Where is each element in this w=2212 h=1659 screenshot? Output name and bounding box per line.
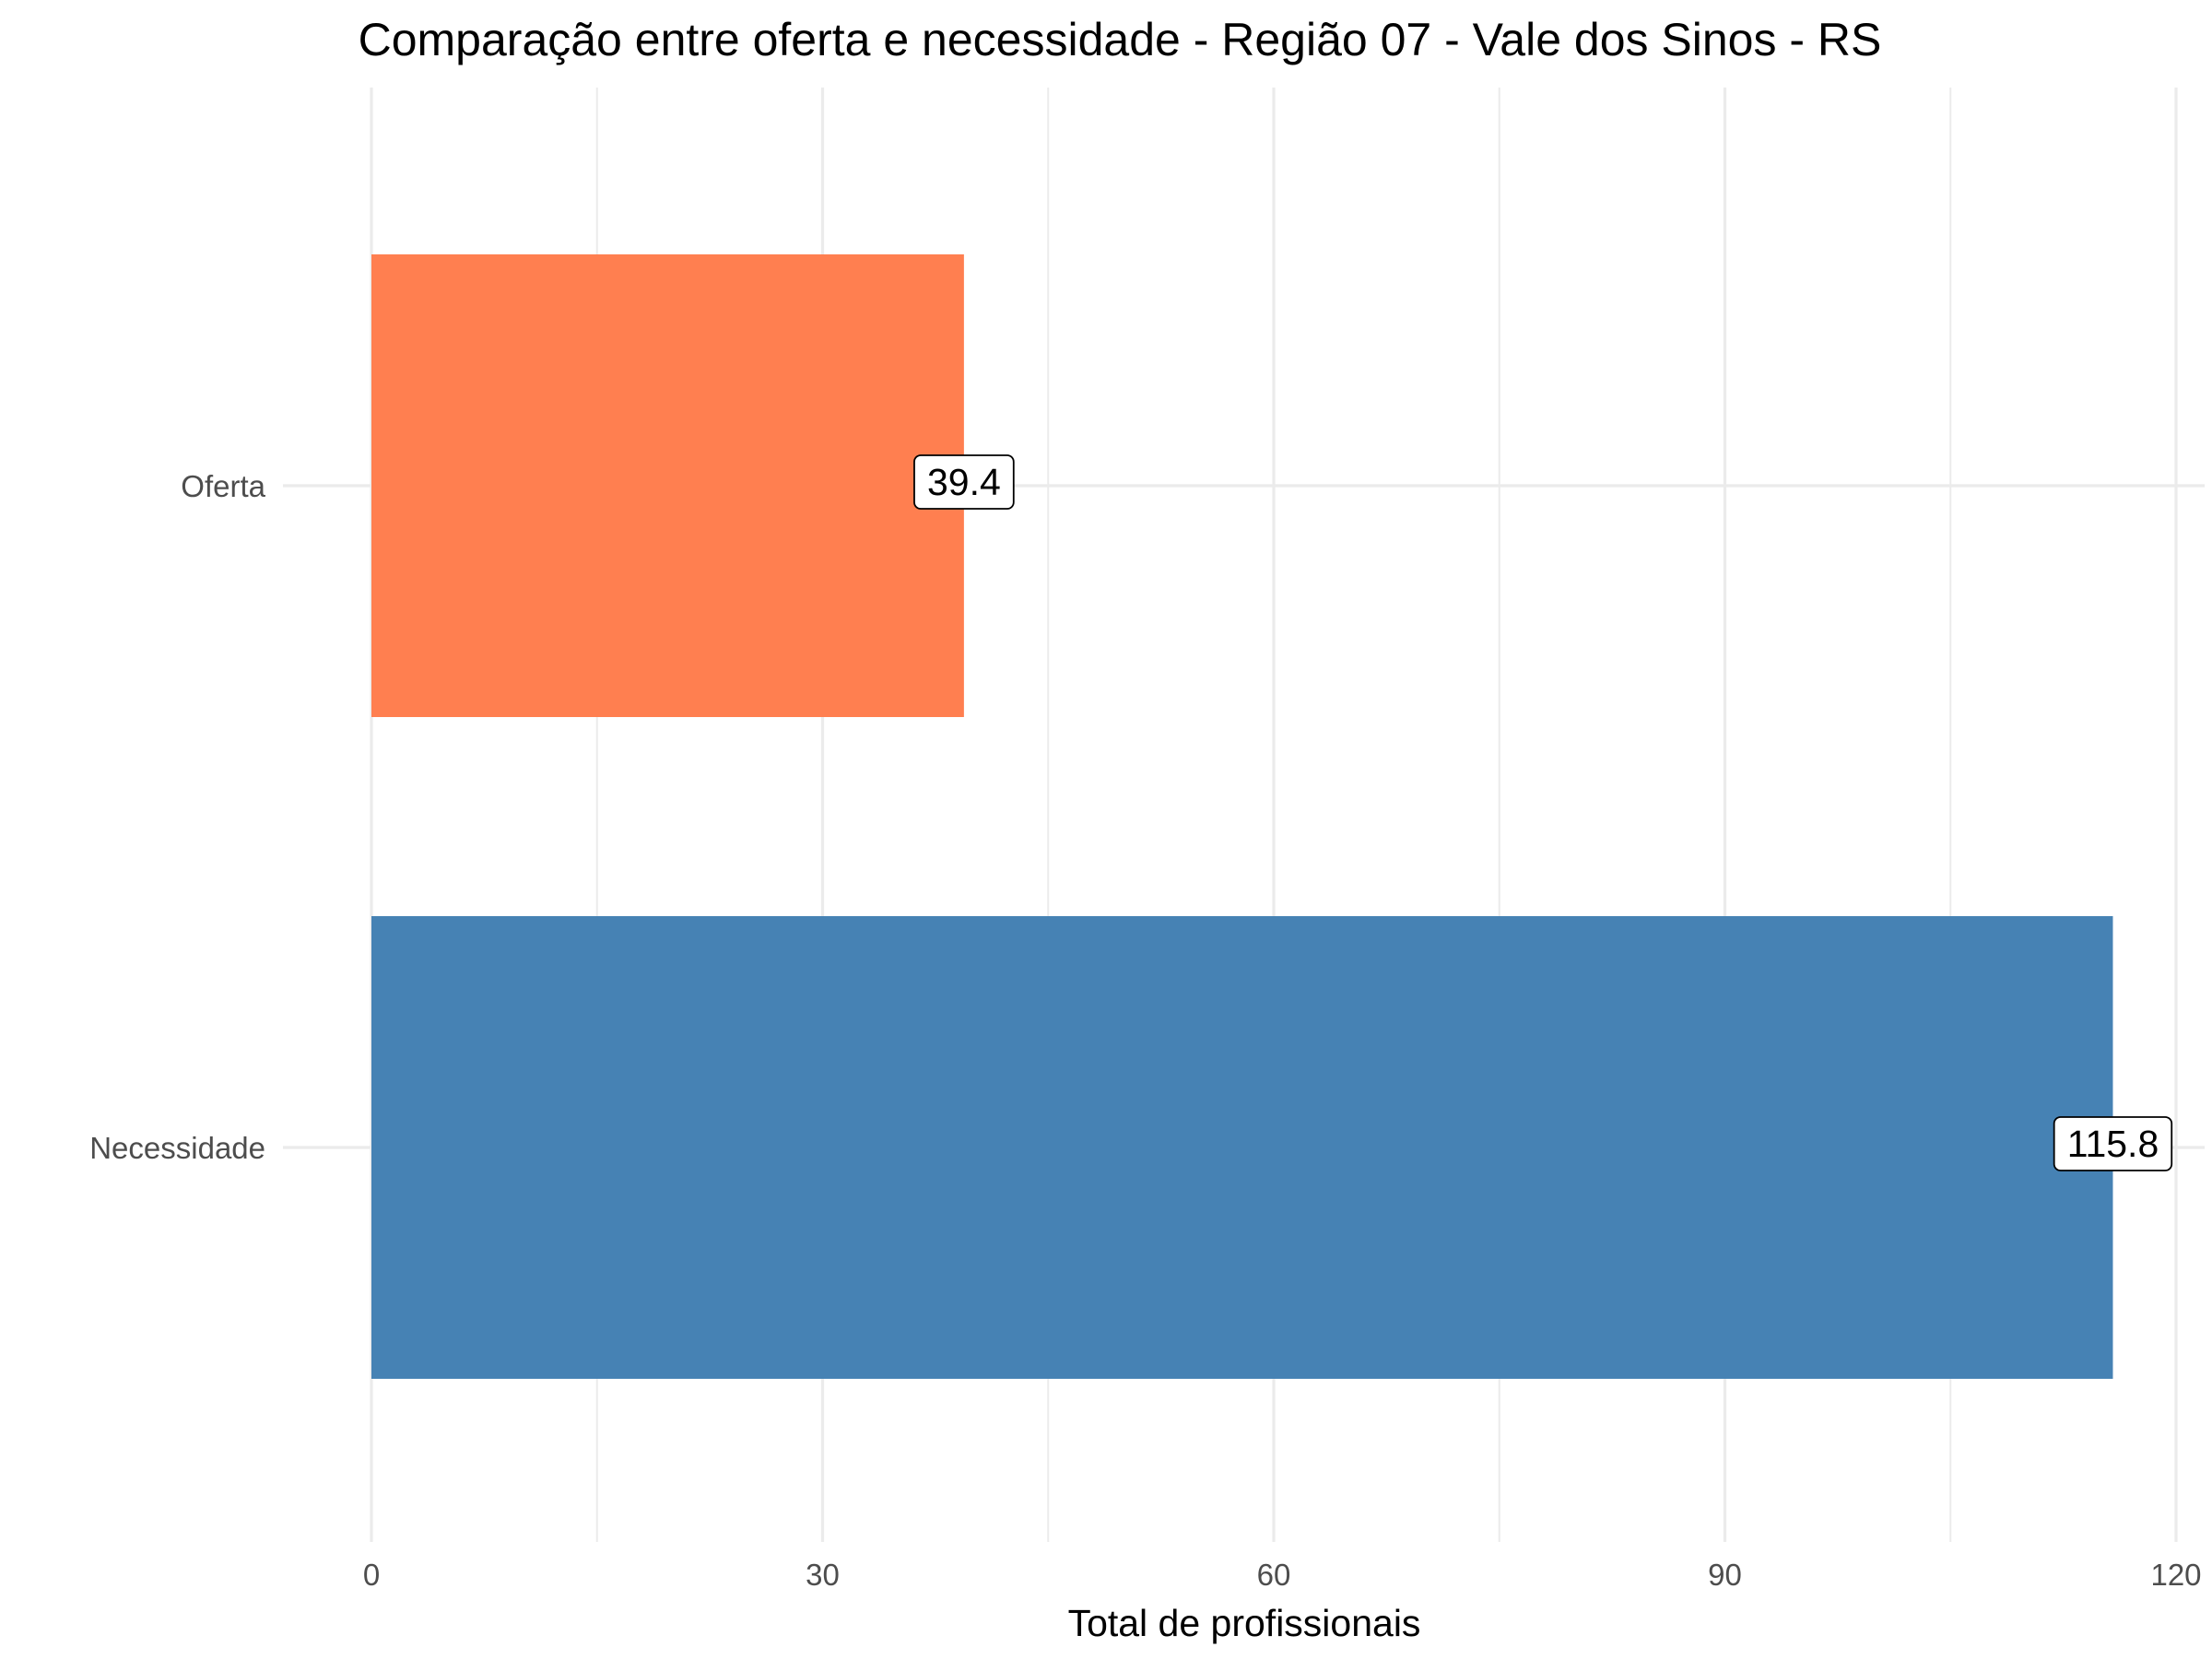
- x-tick-label: 120: [2150, 1558, 2201, 1592]
- bar-necessidade: [371, 916, 2113, 1379]
- y-tick-label: Oferta: [181, 469, 265, 503]
- data-label-necessidade: 115.8: [2053, 1116, 2173, 1171]
- y-axis-tick-labels: Oferta Necessidade: [89, 469, 265, 1165]
- data-label-box: [2053, 1116, 2173, 1171]
- chart-title: Comparação entre oferta e necessidade - …: [359, 14, 1882, 65]
- data-labels: 39.4 115.8: [913, 454, 2173, 1171]
- y-tick-label: Necessidade: [89, 1131, 265, 1165]
- x-tick-label: 90: [1708, 1558, 1742, 1592]
- data-label-text: 39.4: [927, 461, 1001, 503]
- x-tick-label: 60: [1257, 1558, 1291, 1592]
- bars: [371, 254, 2113, 1379]
- x-tick-label: 0: [363, 1558, 380, 1592]
- bar-oferta: [371, 254, 964, 717]
- data-label-text: 115.8: [2067, 1123, 2159, 1165]
- x-axis-title: Total de profissionais: [1068, 1602, 1421, 1644]
- data-label-box: [913, 454, 1015, 510]
- data-label-oferta: 39.4: [913, 454, 1015, 510]
- x-axis-tick-labels: 0 30 60 90 120: [363, 1558, 2202, 1592]
- x-tick-label: 30: [806, 1558, 840, 1592]
